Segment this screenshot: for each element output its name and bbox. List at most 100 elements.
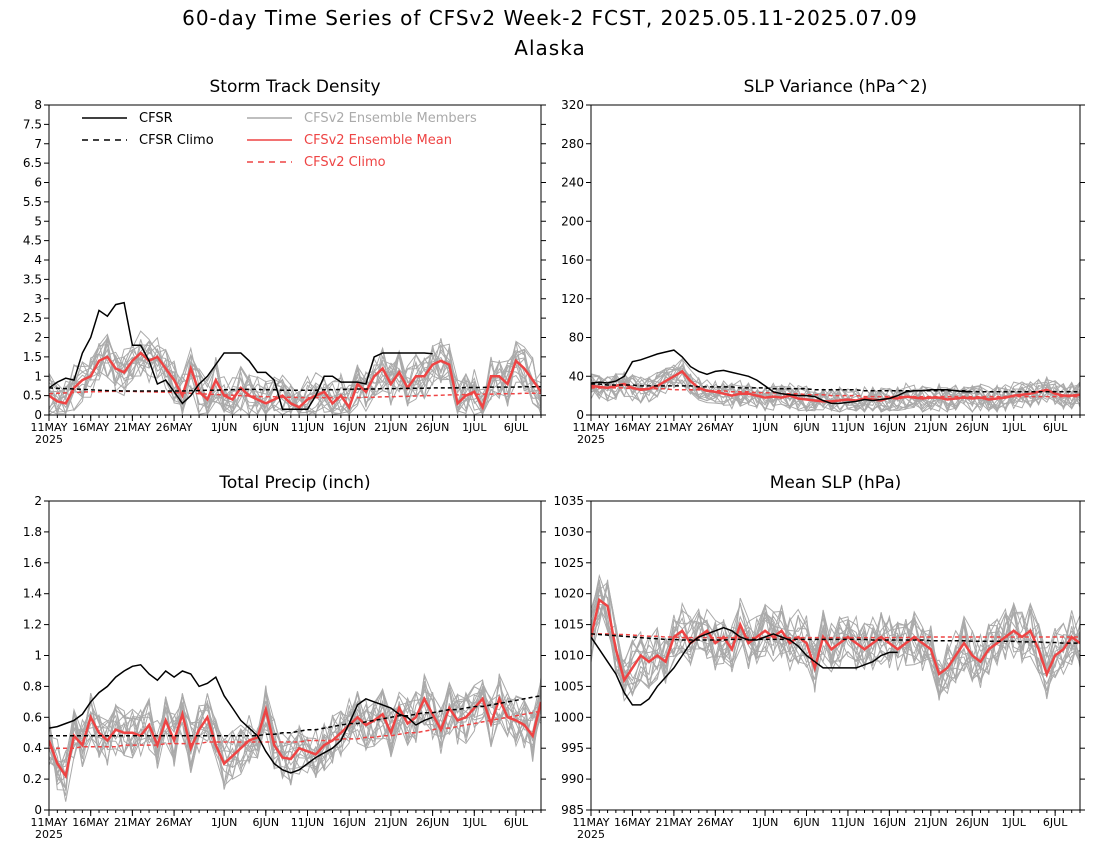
x-tick-label: 26JUN [416, 421, 450, 434]
series-cfsr-line [591, 626, 898, 706]
y-tick-label: 160 [561, 253, 584, 267]
x-tick-label: 11MAY [573, 816, 610, 829]
x-tick-label: 11JUN [291, 816, 325, 829]
y-tick-label: 1.2 [23, 618, 42, 632]
ensemble-member-line [49, 330, 541, 415]
series-cfsr-line [49, 663, 433, 774]
y-tick-label: 985 [561, 803, 584, 817]
x-tick-label: 16JUN [332, 421, 366, 434]
x-tick-label: 6JUN [253, 421, 280, 434]
y-tick-label: 1025 [553, 556, 584, 570]
y-tick-label: 995 [561, 741, 584, 755]
x-tick-label: 1JUL [1001, 421, 1026, 434]
x-tick-label: 11MAY [31, 421, 68, 434]
x-tick-label: 21JUN [374, 816, 408, 829]
series-cfsv2-ensemble-mean-line [49, 695, 541, 780]
y-tick-label: 1005 [553, 679, 584, 693]
x-tick-label: 1JUN [211, 816, 238, 829]
ensemble-member-line [591, 579, 1080, 688]
y-tick-label: 3.5 [23, 272, 42, 286]
x-year-label: 2025 [35, 828, 63, 841]
x-tick-label: 11MAY [573, 421, 610, 434]
y-tick-label: 990 [561, 772, 584, 786]
x-tick-label: 16MAY [614, 816, 651, 829]
series-cfsv2-climo-line [49, 390, 541, 399]
y-tick-label: 0 [576, 408, 584, 422]
y-tick-label: 0 [34, 408, 42, 422]
y-tick-label: 280 [561, 137, 584, 151]
chart-panel-4: Mean SLP (hPa) 985 990 995 1000 1005 1010 1015 1… [553, 473, 1085, 841]
x-tick-label: 21MAY [655, 421, 692, 434]
x-tick-label: 1JUN [752, 816, 779, 829]
figure-subtitle: Alaska [514, 36, 586, 60]
x-tick-label: 11MAY [31, 816, 68, 829]
y-tick-label: 1030 [553, 525, 584, 539]
x-year-label: 2025 [35, 433, 63, 446]
y-tick-label: 240 [561, 176, 584, 190]
x-tick-label: 16MAY [614, 421, 651, 434]
x-tick-label: 16MAY [72, 816, 109, 829]
x-tick-label: 1JUN [211, 421, 238, 434]
figure-title: 60-day Time Series of CFSv2 Week-2 FCST,… [182, 6, 918, 30]
y-tick-label: 7 [34, 137, 42, 151]
series-cfsr-line [49, 301, 433, 410]
ensemble-member-line [49, 337, 541, 415]
ensemble-member-line [49, 688, 541, 776]
y-tick-label: 8 [34, 98, 42, 112]
panel-title: SLP Variance (hPa^2) [744, 77, 928, 97]
x-tick-label: 21MAY [114, 816, 151, 829]
x-tick-label: 6JUN [253, 816, 280, 829]
y-tick-label: 1000 [553, 710, 584, 724]
x-tick-label: 1JUL [462, 421, 487, 434]
plot-frame [590, 104, 1081, 416]
x-tick-label: 26MAY [697, 816, 734, 829]
x-tick-label: 1JUL [462, 816, 487, 829]
y-tick-label: 6.5 [23, 156, 42, 170]
y-tick-label: 1.5 [23, 350, 42, 364]
x-tick-label: 26JUN [955, 421, 989, 434]
y-tick-label: 2.5 [23, 311, 42, 325]
y-tick-label: 0.8 [23, 679, 42, 693]
y-tick-label: 0.4 [23, 741, 42, 755]
ensemble-member-line [49, 673, 541, 802]
y-tick-label: 120 [561, 292, 584, 306]
y-tick-label: 320 [561, 98, 584, 112]
y-tick-label: 1.6 [23, 556, 42, 570]
y-tick-label: 1015 [553, 618, 584, 632]
y-tick-label: 80 [569, 331, 584, 345]
y-tick-label: 5 [34, 214, 42, 228]
x-tick-label: 6JUN [793, 421, 820, 434]
y-tick-label: 0 [34, 803, 42, 817]
legend: CFSR CFSR Climo CFSv2 Ensemble Members CFSv… [82, 111, 477, 170]
series-cfsv2-climo-line [591, 387, 1080, 398]
ensemble-member-line [591, 357, 1080, 412]
x-year-label: 2025 [577, 828, 605, 841]
ensemble-member-line [591, 364, 1080, 413]
y-tick-label: 1 [34, 369, 42, 383]
x-tick-label: 6JUN [793, 816, 820, 829]
y-tick-label: 1.8 [23, 525, 42, 539]
legend-label: CFSv2 Ensemble Mean [304, 133, 452, 148]
plot-area [591, 573, 1080, 706]
x-year-label: 2025 [577, 433, 605, 446]
plot-area [49, 301, 541, 415]
series-cfsv2-ensemble-mean-line [591, 597, 1080, 684]
legend-label: CFSR [139, 111, 173, 126]
y-tick-label: 1020 [553, 587, 584, 601]
y-tick-label: 1035 [553, 494, 584, 508]
panel-title: Total Precip (inch) [218, 473, 370, 493]
y-tick-label: 200 [561, 214, 584, 228]
y-tick-label: 40 [569, 369, 584, 383]
x-tick-label: 16JUN [873, 421, 907, 434]
x-tick-label: 16JUN [873, 816, 907, 829]
x-tick-label: 21MAY [655, 816, 692, 829]
chart-panel-1: Storm Track Density 0 0.5 1 1.5 2 2.5 3 3.5 4 4.5 5… [23, 77, 546, 446]
y-tick-label: 4.5 [23, 234, 42, 248]
x-tick-label: 26MAY [156, 421, 193, 434]
x-tick-label: 26MAY [156, 816, 193, 829]
x-tick-label: 21MAY [114, 421, 151, 434]
plot-area [591, 349, 1080, 414]
x-tick-label: 21JUN [914, 421, 948, 434]
series-cfsr-climo-line [591, 633, 1080, 644]
